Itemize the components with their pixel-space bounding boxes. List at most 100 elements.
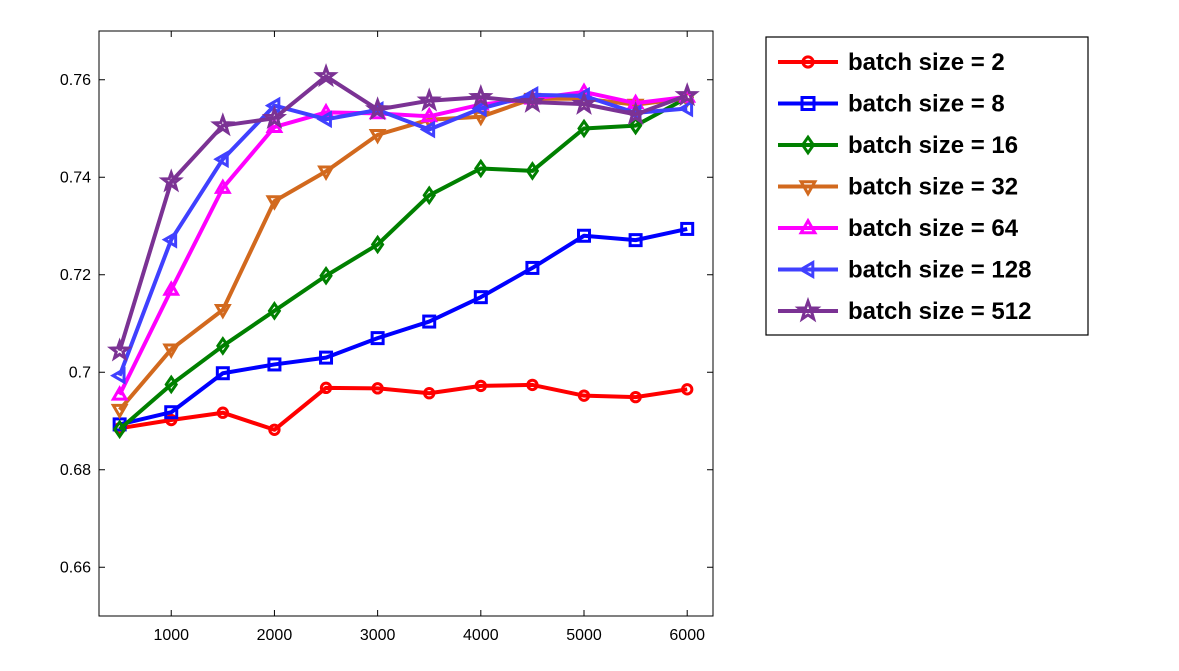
legend-entry: batch size = 128 [778, 257, 1031, 284]
legend-label: batch size = 128 [848, 257, 1031, 284]
data-point [471, 99, 487, 118]
data-point [364, 96, 391, 121]
data-point [268, 423, 281, 436]
data-point [215, 366, 230, 381]
data-point [474, 158, 488, 179]
legend-entry: batch size = 32 [778, 174, 1018, 201]
data-point [317, 165, 335, 182]
legend-entry: batch size = 2 [778, 49, 1005, 76]
y-tick-label: 0.66 [60, 559, 91, 576]
data-point [628, 115, 643, 136]
data-point [110, 403, 129, 420]
legend: batch size = 2 batch size = 8 batch size =… [765, 36, 1089, 336]
data-point [680, 221, 695, 236]
data-point [681, 383, 694, 396]
legend-marker [801, 55, 815, 69]
data-point [319, 265, 333, 286]
data-point [265, 195, 284, 211]
y-tick-label: 0.76 [60, 72, 91, 89]
legend-marker [800, 96, 816, 111]
data-point [162, 343, 181, 359]
data-point [164, 405, 179, 420]
series-line [119, 382, 688, 432]
legend-label: batch size = 16 [848, 132, 1018, 159]
y-tick-label: 0.74 [60, 169, 91, 186]
data-point [420, 106, 439, 123]
plot-area: 1000 2000 3000 4000 5000 6000 0.66 0.68 0.7 0.72 0… [60, 30, 714, 644]
data-point [313, 63, 339, 88]
legend-marker [797, 260, 815, 279]
series-2 [112, 88, 694, 440]
data-point [213, 303, 232, 320]
legend-label: batch size = 64 [848, 215, 1019, 242]
series-line [117, 92, 688, 377]
legend-marker [798, 180, 818, 197]
data-point [468, 84, 494, 109]
data-point [162, 280, 181, 296]
series-0 [113, 378, 694, 436]
data-point [419, 120, 436, 139]
legend-label: batch size = 2 [848, 49, 1005, 76]
data-point [622, 101, 649, 126]
x-tick-label: 1000 [153, 627, 189, 644]
legend-entry: batch size = 512 [778, 296, 1031, 325]
legend-marker [794, 296, 822, 323]
x-tick-label: 6000 [669, 627, 705, 644]
legend-marker [800, 134, 816, 156]
data-point [629, 390, 642, 404]
data-point [571, 90, 597, 115]
data-point [422, 185, 436, 206]
data-point [368, 128, 387, 145]
data-point [474, 379, 487, 393]
data-point [110, 366, 126, 385]
data-point [107, 337, 133, 362]
data-point [370, 234, 385, 255]
legend-entry: batch size = 64 [778, 215, 1019, 242]
data-point [577, 118, 591, 139]
data-point [525, 260, 540, 275]
data-point [422, 314, 437, 329]
data-point [158, 168, 184, 193]
data-point [371, 382, 384, 395]
data-point [261, 104, 288, 129]
series-line [117, 89, 688, 396]
data-point [216, 336, 230, 356]
x-tick-label: 2000 [257, 627, 293, 644]
legend-label: batch size = 512 [848, 298, 1031, 325]
series-6 [107, 63, 700, 362]
data-point [526, 378, 539, 392]
data-point [112, 419, 127, 440]
x-tick-label: 3000 [360, 627, 396, 644]
series-line [119, 226, 688, 427]
legend-label: batch size = 32 [848, 174, 1018, 201]
legend-marker [798, 217, 818, 235]
x-tick-label: 5000 [566, 627, 602, 644]
data-point [165, 413, 178, 427]
data-point [210, 112, 236, 137]
legend-entry: batch size = 16 [778, 132, 1018, 159]
y-tick-label: 0.7 [69, 364, 91, 381]
data-point [525, 161, 540, 181]
data-point [216, 406, 230, 419]
data-point [265, 117, 284, 133]
data-point [519, 88, 546, 113]
data-point [319, 350, 334, 365]
legend-entry: batch size = 8 [778, 91, 1005, 118]
data-point [577, 228, 592, 243]
data-point [370, 331, 385, 346]
data-point [164, 374, 179, 395]
series-line [118, 96, 689, 431]
series-1 [112, 221, 695, 432]
data-point [423, 387, 436, 400]
legend-label: batch size = 8 [848, 91, 1005, 118]
data-point [416, 87, 442, 112]
data-point [213, 178, 232, 194]
y-tick-label: 0.68 [60, 462, 91, 479]
data-point [213, 150, 229, 169]
data-point [316, 110, 332, 129]
data-point [473, 290, 488, 305]
data-point [161, 230, 178, 249]
data-point [319, 381, 333, 395]
data-point [677, 99, 694, 118]
